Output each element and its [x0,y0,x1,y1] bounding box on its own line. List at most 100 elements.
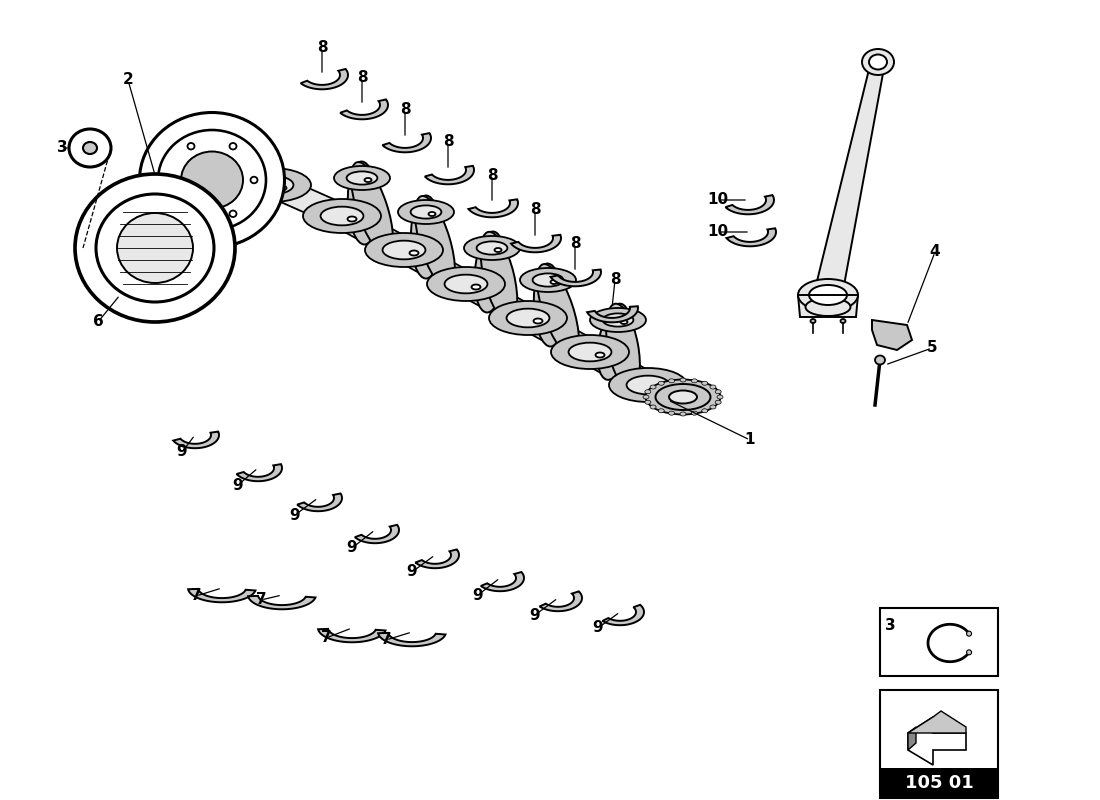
Polygon shape [318,629,385,642]
Ellipse shape [645,400,651,404]
Ellipse shape [609,368,688,402]
Polygon shape [355,525,399,543]
Bar [880,768,998,798]
Ellipse shape [476,242,507,254]
Ellipse shape [680,412,686,416]
Ellipse shape [230,210,236,217]
Text: 8: 8 [317,41,328,55]
Text: 9: 9 [177,445,187,459]
Ellipse shape [669,390,697,403]
Ellipse shape [653,386,662,390]
Text: 9: 9 [593,621,603,635]
Polygon shape [390,243,480,291]
Ellipse shape [320,206,363,226]
Ellipse shape [96,194,214,302]
Ellipse shape [398,200,454,224]
Ellipse shape [597,304,630,380]
Ellipse shape [158,130,266,230]
Text: 3: 3 [57,141,67,155]
Ellipse shape [710,405,716,409]
Ellipse shape [658,382,664,386]
Ellipse shape [69,129,111,167]
Text: 7: 7 [190,589,201,603]
Polygon shape [576,345,661,392]
Text: 8: 8 [530,202,540,218]
Ellipse shape [187,143,195,150]
Ellipse shape [862,49,894,75]
Text: 3: 3 [884,618,895,634]
Ellipse shape [715,400,722,404]
Polygon shape [416,550,459,568]
Polygon shape [798,295,858,317]
Ellipse shape [364,178,372,182]
Ellipse shape [650,405,656,409]
Text: 5: 5 [926,341,937,355]
Polygon shape [258,178,355,223]
Polygon shape [249,596,316,610]
Ellipse shape [620,320,627,324]
Polygon shape [469,199,518,218]
Polygon shape [540,591,582,611]
Polygon shape [908,717,966,765]
Ellipse shape [606,304,640,390]
Ellipse shape [656,384,711,410]
Ellipse shape [534,263,564,346]
Ellipse shape [669,379,674,383]
Ellipse shape [798,279,858,311]
Polygon shape [515,311,604,359]
Polygon shape [452,277,541,325]
Ellipse shape [537,264,579,356]
Ellipse shape [805,298,850,316]
Ellipse shape [233,168,311,202]
Ellipse shape [365,233,443,267]
Ellipse shape [472,285,481,290]
Polygon shape [481,572,524,591]
Polygon shape [300,69,348,90]
Ellipse shape [346,171,377,185]
Text: 9: 9 [346,541,358,555]
Ellipse shape [75,174,235,322]
Ellipse shape [277,186,286,190]
Text: 2: 2 [122,73,133,87]
Text: 9: 9 [289,507,300,522]
Ellipse shape [967,631,971,636]
Ellipse shape [251,176,294,194]
Text: 7: 7 [321,630,331,646]
Ellipse shape [427,267,505,301]
Ellipse shape [692,379,697,383]
Ellipse shape [182,151,243,209]
Ellipse shape [117,213,192,283]
Ellipse shape [702,382,707,386]
Ellipse shape [692,411,697,415]
Polygon shape [329,209,418,257]
Ellipse shape [444,274,487,294]
Ellipse shape [590,308,646,332]
Ellipse shape [658,409,664,413]
Polygon shape [188,589,255,602]
Ellipse shape [166,177,174,183]
Ellipse shape [669,411,674,415]
Ellipse shape [702,409,707,413]
Ellipse shape [534,318,542,323]
Ellipse shape [520,268,576,292]
Ellipse shape [464,236,520,260]
Polygon shape [872,320,912,350]
Bar [880,690,998,798]
Polygon shape [587,306,638,322]
Polygon shape [603,605,644,625]
Ellipse shape [495,248,502,252]
Ellipse shape [411,195,441,278]
Text: 4: 4 [930,245,940,259]
Polygon shape [551,270,601,286]
Polygon shape [726,195,774,214]
Ellipse shape [869,54,887,70]
Ellipse shape [409,250,418,255]
Ellipse shape [82,142,97,154]
Ellipse shape [429,212,436,216]
Ellipse shape [481,232,517,322]
Polygon shape [908,711,966,733]
Bar [880,608,998,676]
Ellipse shape [650,385,656,389]
Ellipse shape [251,177,257,183]
Text: 6: 6 [92,314,103,330]
